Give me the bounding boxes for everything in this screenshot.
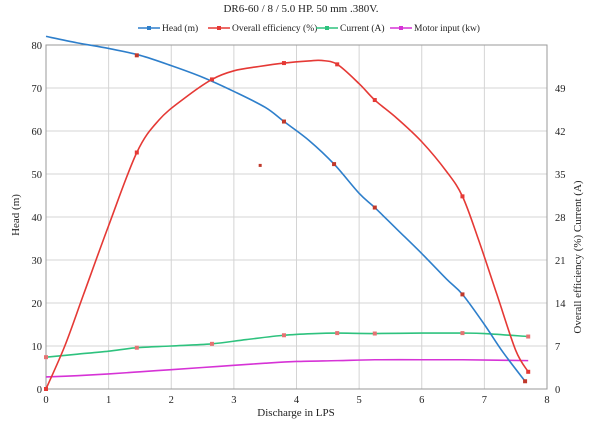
- data-point-current-a: [460, 331, 465, 336]
- series-line-motor-input-kw: [45, 358, 529, 378]
- y-right-axis-title: Overall efficiency (%) Current (A): [572, 180, 584, 333]
- y-left-tick-label: 20: [32, 299, 43, 310]
- data-point-head-m: [134, 53, 139, 58]
- legend-label: Overall efficiency (%): [232, 23, 317, 34]
- data-point-current-a: [44, 355, 48, 360]
- y-right-tick-label: 42: [555, 127, 566, 138]
- data-point-overall-efficiency: [281, 61, 286, 66]
- data-point-head-m: [332, 162, 337, 167]
- data-point-overall-efficiency: [372, 98, 377, 103]
- y-left-tick-label: 80: [32, 41, 43, 52]
- data-point-overall-efficiency: [526, 369, 531, 374]
- x-tick-label: 4: [294, 395, 300, 406]
- legend-label: Head (m): [162, 23, 198, 34]
- y-left-tick-label: 50: [32, 170, 43, 181]
- legend-label: Current (A): [340, 23, 385, 34]
- series-line-overall-efficiency: [45, 59, 529, 390]
- data-point-overall-efficiency: [335, 62, 340, 67]
- plot-frame: [45, 44, 548, 390]
- legend: Head (m) Overall efficiency (%) Current (A…: [138, 23, 480, 34]
- y-left-tick-label: 0: [37, 385, 42, 396]
- x-axis-title: Discharge in LPS: [257, 407, 334, 419]
- x-tick-label: 5: [357, 395, 362, 406]
- data-point-current-a: [372, 331, 377, 336]
- data-point-head-m: [460, 292, 465, 297]
- x-tick-label: 1: [106, 395, 111, 406]
- x-tick-label: 7: [482, 395, 487, 406]
- y-left-axis-title: Head (m): [10, 194, 22, 236]
- legend-marker: [217, 26, 221, 30]
- x-tick-label: 2: [169, 395, 174, 406]
- data-point-current-a: [335, 331, 340, 336]
- data-point-overall-efficiency: [209, 77, 214, 82]
- legend-marker: [399, 26, 403, 30]
- series-group: [44, 35, 531, 391]
- data-point-head-m: [372, 205, 377, 210]
- y-right-tick-label: 49: [555, 84, 566, 95]
- y-right-tick-label: 28: [555, 213, 566, 224]
- data-point-current-a: [281, 333, 286, 338]
- y-left-tick-label: 60: [32, 127, 43, 138]
- data-point-current-a: [526, 334, 531, 339]
- x-tick-label: 3: [231, 395, 236, 406]
- y-left-tick-label: 30: [32, 256, 43, 267]
- data-point-overall-efficiency: [460, 194, 465, 199]
- series-line-current-a: [45, 332, 529, 358]
- y-right-tick-label: 35: [555, 170, 566, 181]
- y-right-tick-label: 0: [555, 385, 560, 396]
- y-right-tick-label: 21: [555, 256, 566, 267]
- grid: [45, 44, 548, 390]
- y-left-tick-label: 70: [32, 84, 43, 95]
- y-left-tick-label: 10: [32, 342, 43, 353]
- data-point-current-a: [134, 345, 139, 350]
- data-point-head-m: [281, 119, 286, 124]
- chart-title: DR6-60 / 8 / 5.0 HP. 50 mm .380V.: [223, 3, 378, 15]
- x-tick-label: 8: [544, 395, 549, 406]
- legend-label: Motor input (kw): [414, 23, 480, 34]
- data-point-overall-efficiency: [134, 150, 139, 155]
- x-tick-label: 6: [419, 395, 424, 406]
- y-right-tick-label: 7: [555, 342, 560, 353]
- stray-data-point: [258, 163, 262, 167]
- x-tick-label: 0: [43, 395, 48, 406]
- data-point-head-m: [523, 379, 528, 384]
- y-left-tick-label: 40: [32, 213, 43, 224]
- data-point-overall-efficiency: [44, 387, 48, 391]
- data-point-current-a: [209, 341, 214, 346]
- legend-marker: [325, 26, 329, 30]
- y-right-tick-label: 14: [555, 299, 566, 310]
- legend-marker: [147, 26, 151, 30]
